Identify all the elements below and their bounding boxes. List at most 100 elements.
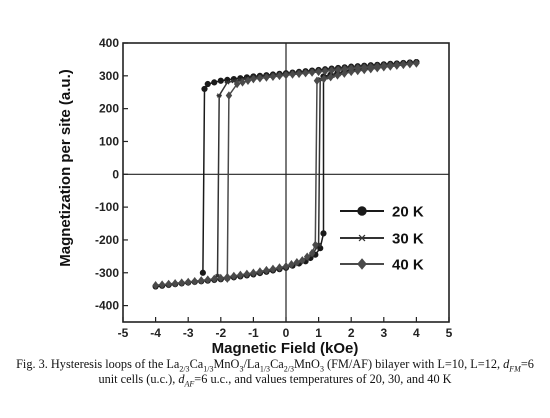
data-point <box>303 252 311 261</box>
y-tick-label: -100 <box>95 200 119 214</box>
data-point <box>201 85 208 93</box>
x-tick-label: 4 <box>413 326 420 340</box>
y-tick-label: 300 <box>99 69 119 83</box>
y-tick-label: -300 <box>95 266 119 280</box>
data-point <box>367 64 374 74</box>
data-point <box>289 70 296 79</box>
data-point <box>295 69 303 79</box>
data-point <box>211 79 218 86</box>
data-point <box>263 73 270 82</box>
data-point <box>361 65 368 75</box>
figure-caption: Fig. 3. Hysteresis loops of the La2/3Ca1… <box>16 357 534 389</box>
data-point <box>250 74 257 84</box>
data-point <box>308 248 316 258</box>
y-tick-label: 0 <box>112 167 119 181</box>
y-tick-label: -400 <box>95 299 119 313</box>
data-point <box>321 67 329 76</box>
x-tick-label: 5 <box>446 326 453 340</box>
data-point <box>276 263 283 272</box>
data-point <box>269 264 277 274</box>
data-point <box>171 279 179 288</box>
data-point <box>393 61 401 70</box>
data-point <box>256 267 264 276</box>
legend-item-20k: 20 K <box>340 204 424 221</box>
legend-item-40k: 40 K <box>340 257 424 274</box>
x-tick-label: -2 <box>215 326 226 340</box>
data-point <box>217 273 225 283</box>
x-tick-label: -5 <box>118 326 129 340</box>
y-tick-label: 200 <box>99 102 119 116</box>
x-tick-label: -4 <box>150 326 161 340</box>
chart-legend: 20 K 30 K 40 K <box>340 204 424 274</box>
data-point <box>158 280 166 289</box>
data-point <box>387 62 394 71</box>
data-point <box>256 74 264 83</box>
data-point <box>276 71 283 81</box>
legend-item-30k: 30 K <box>340 231 424 248</box>
x-tick-label: -3 <box>183 326 194 340</box>
data-point <box>216 93 222 98</box>
data-point <box>312 240 319 250</box>
data-point <box>317 245 324 252</box>
chart-axes <box>122 42 450 323</box>
data-point <box>400 60 407 70</box>
data-point <box>231 78 237 84</box>
data-point <box>191 276 198 286</box>
x-tick-label: 0 <box>283 326 290 340</box>
x-tick-label: -1 <box>248 326 259 340</box>
data-point <box>293 258 301 267</box>
data-point <box>374 63 381 73</box>
data-point <box>315 67 322 77</box>
data-point <box>313 76 321 85</box>
data-point <box>211 274 218 284</box>
data-point <box>269 72 277 81</box>
data-point <box>308 68 316 77</box>
data-point <box>413 59 420 68</box>
y-tick-label: -200 <box>95 233 119 247</box>
data-point <box>184 277 192 287</box>
data-point <box>341 69 348 78</box>
data-point <box>282 261 290 271</box>
legend-label: 40 K <box>392 257 424 274</box>
upper-branch-line <box>202 61 417 273</box>
data-point <box>328 66 335 75</box>
data-point <box>217 77 224 84</box>
data-point <box>406 59 414 69</box>
y-tick-label: 100 <box>99 134 119 148</box>
data-point <box>288 260 295 269</box>
data-point <box>204 275 211 284</box>
data-point <box>225 91 233 100</box>
data-point <box>380 63 388 72</box>
data-point <box>237 270 244 280</box>
x-tick-label: 2 <box>348 326 355 340</box>
x-tick-label: 3 <box>380 326 387 340</box>
data-point <box>243 269 251 279</box>
legend-label: 30 K <box>392 231 424 248</box>
data-point <box>198 276 205 285</box>
hysteresis-chart: -5 -4 -3 -2 -1 0 1 2 3 4 5 -400 -300 -200 -100 0 100 200 3… <box>57 36 453 357</box>
x-tick-label: 1 <box>315 326 322 340</box>
data-point <box>357 206 367 216</box>
data-point <box>224 272 231 282</box>
data-point <box>263 265 270 275</box>
data-point <box>199 269 206 276</box>
data-point <box>354 66 361 76</box>
data-point <box>357 258 367 270</box>
data-point <box>152 281 159 290</box>
data-point <box>204 80 211 88</box>
legend-label: 20 K <box>392 204 424 221</box>
chart-series <box>152 58 420 290</box>
data-point <box>239 78 246 87</box>
data-point <box>250 268 257 277</box>
data-point <box>320 74 328 84</box>
data-point <box>327 72 334 82</box>
data-point <box>165 279 172 289</box>
data-point <box>347 67 355 77</box>
data-point <box>224 80 230 85</box>
data-point <box>320 230 327 237</box>
data-point <box>334 71 341 80</box>
x-axis-title: Magnetic Field (kOe) <box>212 340 359 357</box>
data-point <box>244 76 252 85</box>
data-point <box>233 79 241 89</box>
series-40k <box>152 59 420 290</box>
